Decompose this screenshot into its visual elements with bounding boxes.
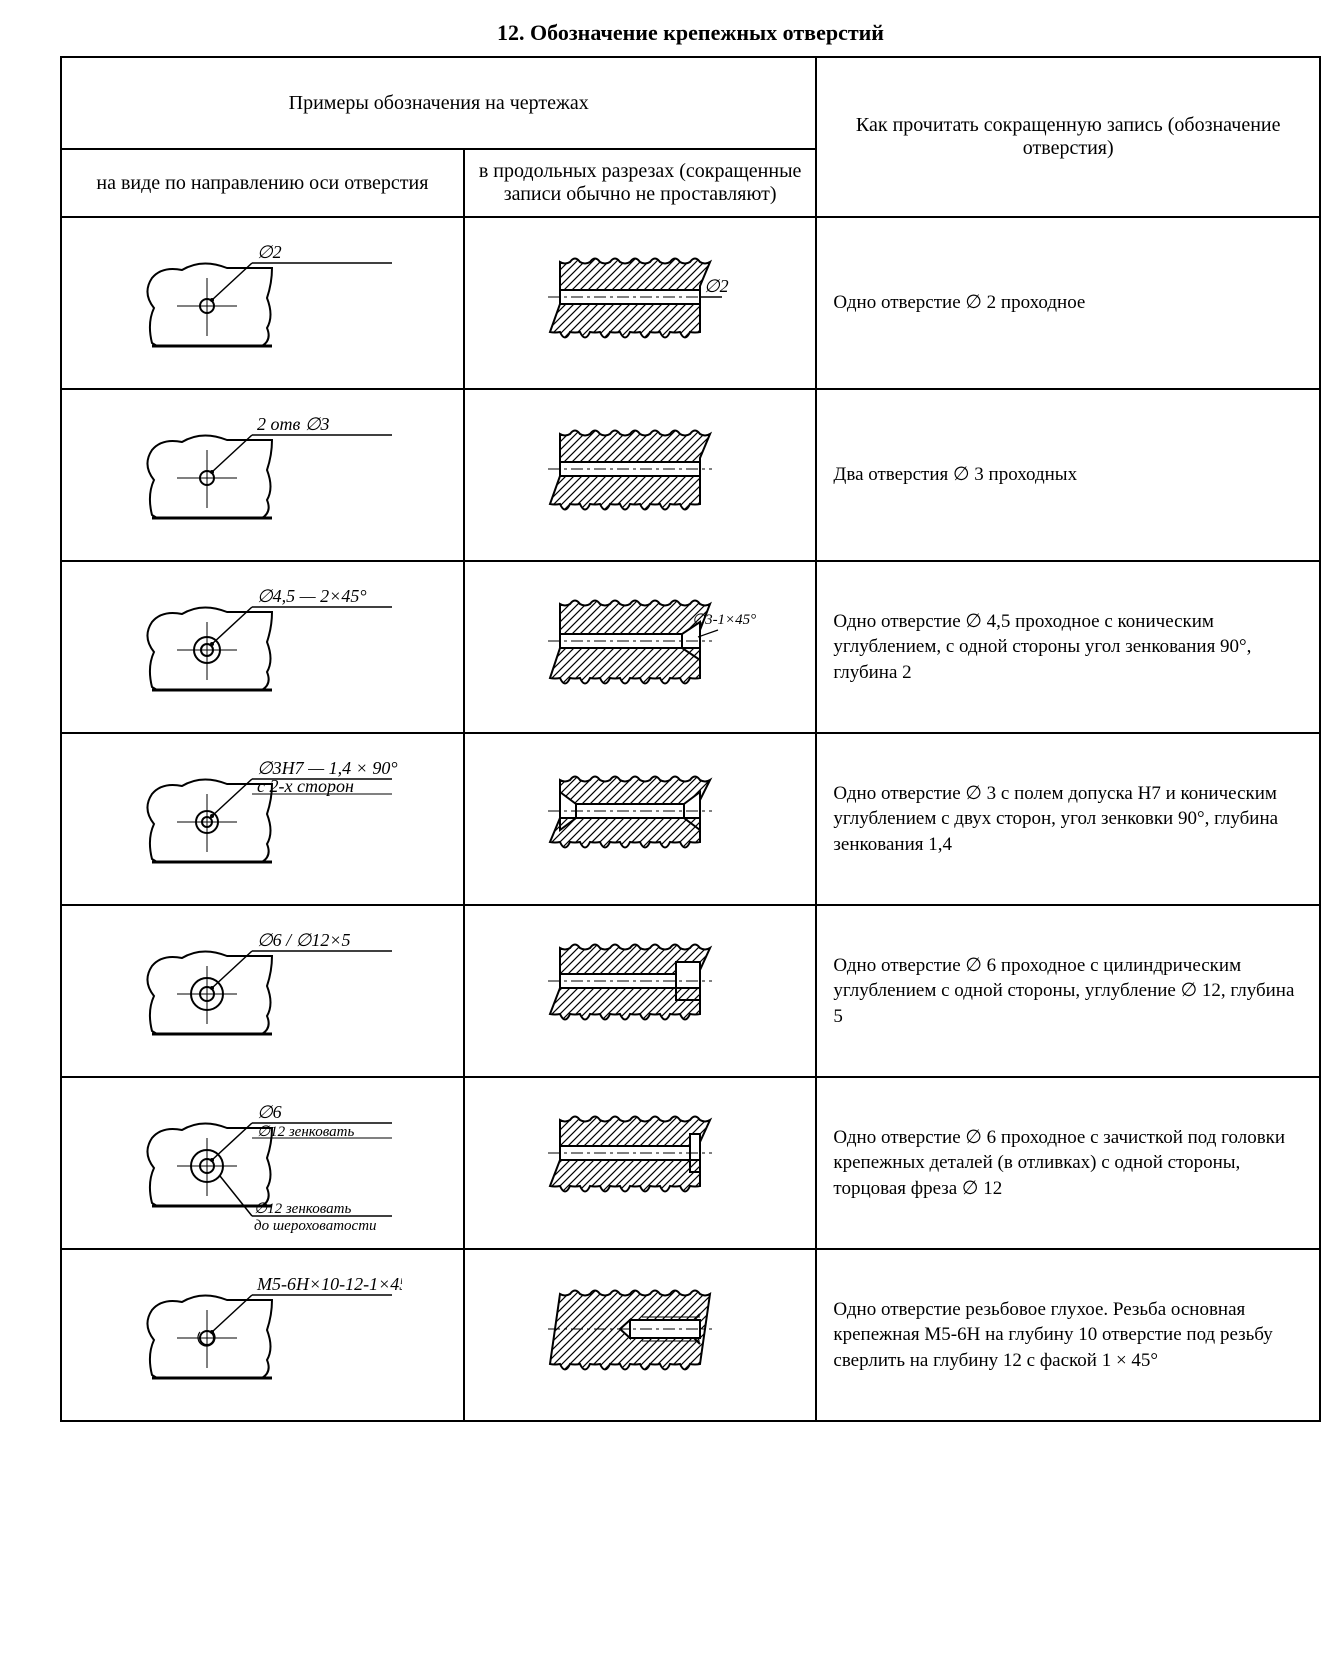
view-drawing: ∅2 [122,228,402,378]
view-label: ∅4,5 — 2×45° [257,586,367,606]
section-drawing: ∅2 [520,238,760,368]
cell-view: ∅6 / ∅12×5 [61,905,464,1077]
page-title: 12. Обозначение крепежных отверстий [60,20,1321,46]
cell-description: Одно отверстие ∅ 6 проходное с зачисткой… [816,1077,1320,1249]
section-label: ∅2 [704,276,729,296]
cell-section: ∅3-1×45° [464,561,817,733]
table-row: ∅2 ∅2 Одно отверстие ∅ 2 проходное [61,217,1320,389]
cell-description: Одно отверстие ∅ 4,5 проходное с коничес… [816,561,1320,733]
section-drawing [520,926,760,1056]
designation-table: Примеры обозначения на чертежах Как проч… [60,56,1321,1422]
header-examples: Примеры обозначения на чертежах [61,57,816,149]
table-row: M5-6H×10-12-1×45° Одно отверстие резьбов… [61,1249,1320,1421]
cell-section [464,1249,817,1421]
view-label-bot: с 2-х сторон [257,776,354,796]
cell-description: Одно отверстие ∅ 6 проходное с цилиндрич… [816,905,1320,1077]
view-label-bot: до шероховатости [254,1218,377,1234]
view-label-top: ∅3H7 — 1,4 × 90° [257,758,398,778]
view-drawing: ∅3H7 — 1,4 × 90°с 2-х сторон [122,744,402,894]
view-drawing: M5-6H×10-12-1×45° [122,1260,402,1410]
cell-section [464,733,817,905]
view-label-mid2: ∅12 зенковать [254,1201,351,1217]
header-reading: Как прочитать сокращенную запись (обозна… [816,57,1320,217]
cell-description: Два отверстия ∅ 3 проходных [816,389,1320,561]
cell-section [464,1077,817,1249]
table-row: ∅3H7 — 1,4 × 90°с 2-х сторон Одно отверс… [61,733,1320,905]
cell-view: ∅3H7 — 1,4 × 90°с 2-х сторон [61,733,464,905]
view-label-mid: ∅12 зенковать [257,1124,354,1140]
cell-description: Одно отверстие ∅ 2 проходное [816,217,1320,389]
table-row: ∅6∅12 зенковать∅12 зенковатьдо шероховат… [61,1077,1320,1249]
section-drawing [520,1098,760,1228]
view-label: ∅2 [257,242,282,262]
view-drawing: 2 отв ∅3 [122,400,402,550]
table-row: ∅4,5 — 2×45° ∅3-1×45° Одно отверстие ∅ 4,… [61,561,1320,733]
cell-section [464,905,817,1077]
header-section: в продольных разрезах (сокращенные запис… [464,149,817,217]
view-label: 2 отв ∅3 [257,414,330,434]
cell-description: Одно отверстие ∅ 3 с полем допуска H7 и … [816,733,1320,905]
cell-description: Одно отверстие резьбовое глухое. Резьба … [816,1249,1320,1421]
header-view: на виде по направлению оси отверстия [61,149,464,217]
view-drawing: ∅4,5 — 2×45° [122,572,402,722]
section-drawing: ∅3-1×45° [520,582,760,712]
cell-view: ∅4,5 — 2×45° [61,561,464,733]
cell-view: 2 отв ∅3 [61,389,464,561]
cell-section: ∅2 [464,217,817,389]
view-drawing: ∅6 / ∅12×5 [122,916,402,1066]
table-row: ∅6 / ∅12×5 Одно отверстие ∅ 6 проходное … [61,905,1320,1077]
section-label: ∅3-1×45° [692,612,756,628]
table-row: 2 отв ∅3 Два отверстия ∅ 3 проходных [61,389,1320,561]
view-label: ∅6 / ∅12×5 [257,930,351,950]
cell-view: ∅6∅12 зенковать∅12 зенковатьдо шероховат… [61,1077,464,1249]
view-drawing: ∅6∅12 зенковать∅12 зенковатьдо шероховат… [122,1088,402,1238]
cell-section [464,389,817,561]
view-label-top: ∅6 [257,1102,282,1122]
section-drawing [520,1270,760,1400]
cell-view: M5-6H×10-12-1×45° [61,1249,464,1421]
view-label: M5-6H×10-12-1×45° [256,1274,402,1294]
section-drawing [520,754,760,884]
section-drawing [520,410,760,540]
cell-view: ∅2 [61,217,464,389]
